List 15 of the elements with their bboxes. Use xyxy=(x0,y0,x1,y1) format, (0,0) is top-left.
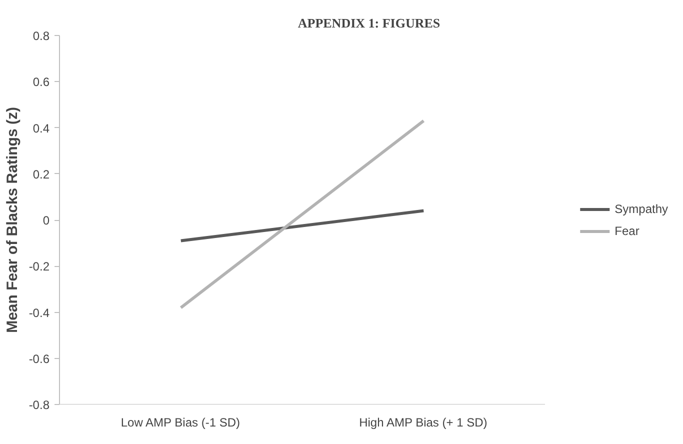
y-axis-title: Mean Fear of Blacks Ratings (z) xyxy=(4,107,21,333)
y-tick-label: 0.8 xyxy=(32,29,50,43)
x-tick-label: Low AMP Bias (-1 SD) xyxy=(120,416,240,430)
legend-label: Fear xyxy=(614,224,640,238)
y-tick-label: -0.8 xyxy=(28,398,50,412)
y-tick-label: 0.4 xyxy=(32,121,50,136)
y-tick-label: 0.2 xyxy=(32,167,50,182)
y-tick-label: -0.4 xyxy=(28,306,50,320)
y-tick-label: -0.6 xyxy=(28,352,50,366)
chart-title: APPENDIX 1: FIGURES xyxy=(298,16,440,30)
y-tick-label: -0.2 xyxy=(28,260,50,274)
x-tick-label: High AMP Bias (+ 1 SD) xyxy=(359,416,488,430)
y-tick-label: 0 xyxy=(42,214,50,228)
y-tick-label: 0.6 xyxy=(32,75,50,90)
legend-label: Sympathy xyxy=(614,202,668,216)
